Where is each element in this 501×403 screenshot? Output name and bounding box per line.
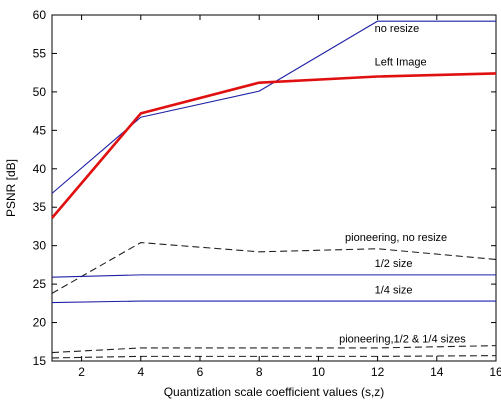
y-tick-label: 35 [33, 200, 47, 214]
y-tick-label: 30 [33, 239, 47, 253]
series-layer [51, 20, 497, 359]
y-tick-label: 55 [33, 46, 47, 60]
annotation-layer: no resize Left Image pioneering, no resize… [339, 23, 466, 346]
series-annotation: Left Image [375, 57, 427, 69]
series-annotation: no resize [375, 23, 420, 35]
y-axis-label: PSNR [dB] [4, 159, 18, 217]
series-line-3 [51, 274, 496, 278]
series-line-5 [51, 345, 497, 354]
x-tick-label: 2 [78, 365, 85, 379]
series-line-0 [51, 20, 496, 194]
x-tick-label: 12 [371, 365, 385, 379]
tick-layer: 2 4 6 8 10 12 14 16 15 20 25 30 35 40 45 50 55 60 [33, 8, 501, 379]
series-line-4 [51, 300, 496, 304]
series-annotation: 1/4 size [375, 284, 413, 296]
y-tick-label: 45 [33, 123, 47, 137]
y-tick-label: 20 [33, 316, 47, 330]
x-axis-label: Quantization scale coefficient values (s… [164, 385, 385, 399]
series-line-1 [51, 72, 497, 219]
x-tick-label: 6 [197, 365, 204, 379]
y-tick-label: 50 [33, 85, 47, 99]
y-tick-label: 40 [33, 162, 47, 176]
x-tick-label: 10 [312, 365, 326, 379]
y-tick-label: 60 [33, 8, 47, 22]
series-line-2 [51, 242, 497, 294]
plot-area [51, 14, 497, 362]
series-annotation: pioneering, no resize [345, 232, 447, 244]
series-annotation: 1/2 size [375, 258, 413, 270]
x-tick-label: 4 [137, 365, 144, 379]
x-tick-label: 14 [430, 365, 444, 379]
x-tick-label: 8 [256, 365, 263, 379]
series-line-6 [51, 355, 497, 359]
y-tick-label: 25 [33, 277, 47, 291]
y-tick-label: 15 [33, 354, 47, 368]
series-annotation: pioneering,1/2 & 1/4 sizes [339, 334, 466, 346]
x-tick-label: 16 [489, 365, 501, 379]
